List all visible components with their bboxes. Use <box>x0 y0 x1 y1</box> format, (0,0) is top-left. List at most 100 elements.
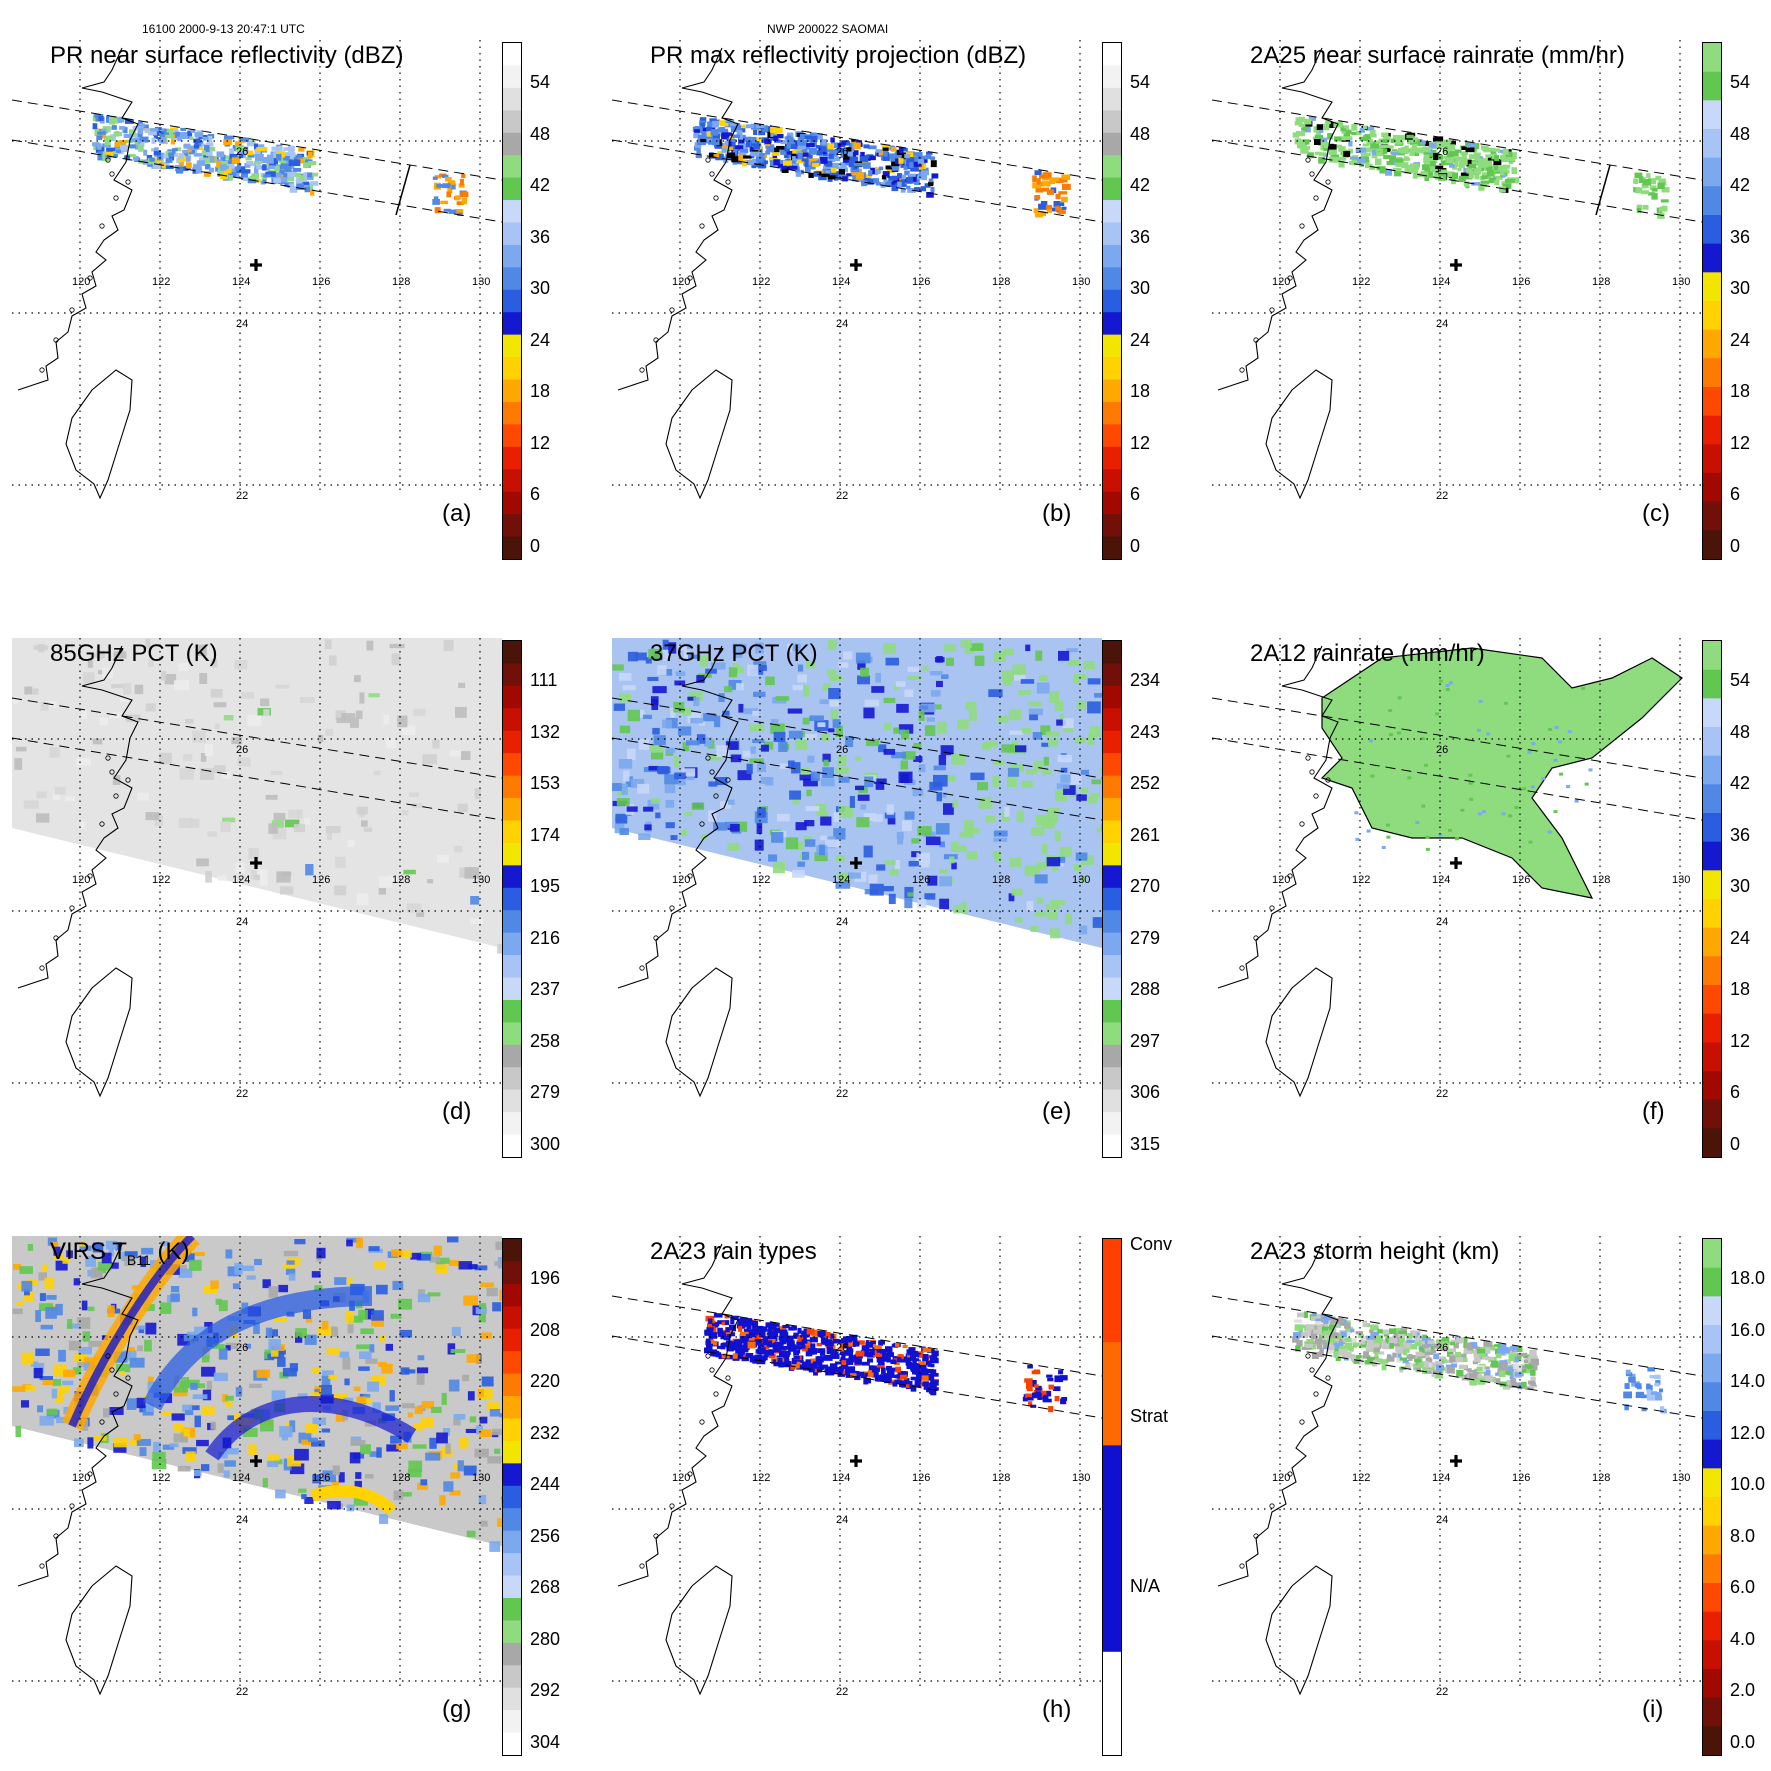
colorbar-segment <box>1703 157 1721 187</box>
colorbar-segment <box>1703 1611 1721 1641</box>
colorbar-segment <box>1703 1411 1721 1441</box>
colorbar-segment <box>1703 415 1721 445</box>
colorbar-segment <box>1103 1089 1121 1113</box>
colorbar-ticks: 111 132 153 174 195 216 237 258 279 300 <box>530 638 580 1158</box>
colorbar-tick-label: 237 <box>530 979 561 999</box>
colorbar-segment <box>1103 910 1121 934</box>
colorbar-segment <box>1103 312 1121 336</box>
lon-label: 128 <box>392 874 410 886</box>
lon-label: 120 <box>72 276 90 288</box>
colorbar-segment <box>1703 243 1721 273</box>
colorbar-segment <box>503 43 521 66</box>
map-plot: 120122124126128130323028262422 <box>12 638 502 1100</box>
lon-label: 124 <box>232 874 250 886</box>
panel-title: 2A23 storm height (km) <box>1250 1238 1500 1265</box>
colorbar-segment <box>1703 1583 1721 1613</box>
colorbar-segment <box>503 1440 521 1464</box>
lon-label: 120 <box>1272 276 1290 288</box>
lat-label: 22 <box>236 1088 248 1100</box>
lon-label: 126 <box>312 276 330 288</box>
panel-title: 2A25 near surface rainrate (mm/hr) <box>1250 42 1625 69</box>
lat-label: 26 <box>1436 146 1448 158</box>
colorbar-segment <box>1703 1640 1721 1670</box>
colorbar-segment <box>1103 267 1121 291</box>
lon-label: 130 <box>1672 276 1690 288</box>
colorbar-tick-label: 54 <box>1130 72 1151 92</box>
lat-label: 26 <box>836 744 848 756</box>
colorbar-tick-label: 36 <box>1730 824 1751 845</box>
colorbar-segment <box>1703 530 1721 560</box>
colorbar-segment <box>503 977 521 1001</box>
lon-label: 124 <box>232 1472 250 1484</box>
colorbar-segment <box>503 200 521 223</box>
lat-label: 24 <box>836 318 848 330</box>
colorbar-segment <box>503 536 521 560</box>
lat-label: 22 <box>836 1088 848 1100</box>
colorbar-tick-label: 280 <box>530 1628 561 1649</box>
colorbar-tick-label: 0.0 <box>1730 1731 1756 1752</box>
colorbar-segment <box>503 334 521 358</box>
colorbar-segment <box>503 1306 521 1330</box>
colorbar-segment <box>1103 708 1121 732</box>
panel-title: VIRS TB11 (K) <box>50 1238 190 1268</box>
colorbar-segment <box>1703 1296 1721 1326</box>
colorbar-segment <box>503 865 521 889</box>
panel-label: (e) <box>1042 1098 1072 1125</box>
orbit-header: 16100 2000-9-13 20:47:1 UTC <box>142 22 305 36</box>
colorbar-segment <box>503 132 521 156</box>
colorbar-tick-label: 54 <box>1730 670 1751 690</box>
colorbar-tick-label: 243 <box>1130 721 1161 742</box>
colorbar <box>1702 640 1722 1158</box>
colorbar-tick-label: 268 <box>530 1577 561 1597</box>
lon-label: 124 <box>1432 276 1450 288</box>
colorbar-segment <box>1703 1439 1721 1469</box>
colorbar-tick-label: 30 <box>1730 278 1751 298</box>
colorbar-tick-label: Strat <box>1130 1406 1169 1426</box>
colorbar-segment <box>503 1687 521 1711</box>
colorbar-tick-label: 234 <box>1130 670 1161 690</box>
colorbar-segment <box>503 708 521 732</box>
colorbar-segment <box>1703 1382 1721 1412</box>
lat-label: 22 <box>236 490 248 502</box>
lon-label: 122 <box>752 874 770 886</box>
colorbar-tick-label: Conv <box>1130 1234 1173 1254</box>
colorbar-tick-label: 16.0 <box>1730 1319 1766 1340</box>
colorbar-segment <box>503 1283 521 1307</box>
lon-label: 124 <box>1432 874 1450 886</box>
colorbar-segment <box>1703 1239 1721 1269</box>
map-plot: 120122124126128130323028262422 <box>612 1236 1102 1698</box>
colorbar-tick-label: 6 <box>530 484 541 504</box>
colorbar-tick-label: 288 <box>1130 979 1161 999</box>
colorbar-segment <box>1103 200 1121 223</box>
colorbar-tick-label: 174 <box>530 824 561 845</box>
colorbar-segment <box>1703 784 1721 814</box>
colorbar-segment <box>1703 1697 1721 1727</box>
panel-label: (d) <box>442 1098 472 1125</box>
colorbar-segment <box>503 446 521 470</box>
lon-label: 130 <box>1072 874 1090 886</box>
colorbar-tick-label: 36 <box>1130 226 1151 247</box>
panel-title: 85GHz PCT (K) <box>50 640 218 667</box>
colorbar-tick-label: 6 <box>1730 1082 1741 1102</box>
map-panel-c: 1201221241261281303230282624222A25 near … <box>1212 40 1771 560</box>
colorbar-segment <box>503 289 521 313</box>
lon-label: 130 <box>472 874 490 886</box>
colorbar-tick-label: 18 <box>1730 979 1751 999</box>
lon-label: 120 <box>1272 874 1290 886</box>
colorbar-segment <box>1703 186 1721 216</box>
lat-label: 24 <box>1436 318 1448 330</box>
colorbar-tick-label: N/A <box>1130 1576 1161 1596</box>
colorbar-segment <box>1103 1342 1121 1446</box>
colorbar-segment <box>1103 491 1121 515</box>
colorbar-ticks: 54 48 42 36 30 24 18 12 6 0 <box>1130 40 1180 560</box>
colorbar-segment <box>1703 43 1721 73</box>
colorbar-segment <box>1103 977 1121 1001</box>
lat-label: 24 <box>236 916 248 928</box>
colorbar-segment <box>503 685 521 709</box>
colorbar-segment <box>1103 469 1121 493</box>
colorbar-tick-label: 195 <box>530 876 561 896</box>
colorbar-tick-label: 111 <box>530 670 558 690</box>
map-panel-i: 1201221241261281303230282624222A23 storm… <box>1212 1236 1771 1756</box>
colorbar-segment <box>1703 641 1721 671</box>
colorbar-ticks: 234 243 252 261 270 279 288 297 306 315 <box>1130 638 1180 1158</box>
